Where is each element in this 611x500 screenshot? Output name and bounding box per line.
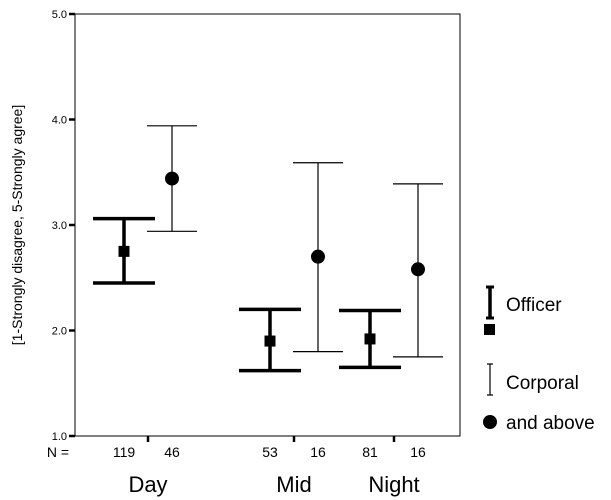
group-label: Mid — [276, 472, 311, 497]
legend-circle-marker-icon — [483, 415, 497, 429]
n-count-label: 46 — [164, 444, 180, 460]
y-tick-label: 3.0 — [52, 220, 67, 232]
n-count-label: 53 — [262, 444, 278, 460]
legend-officer-label: Officer — [506, 295, 562, 316]
error-bars — [93, 125, 443, 442]
mean-circle-marker — [165, 171, 179, 186]
group-labels: Day Mid Night — [128, 472, 419, 497]
group-label: Day — [128, 472, 167, 497]
y-tick-label: 4.0 — [52, 115, 67, 127]
n-count-label: 81 — [362, 444, 378, 460]
n-prefix-label: N = — [47, 444, 69, 460]
y-axis-label: [1-Strongly disagree, 5-Strongly agree] — [9, 105, 25, 345]
plot-frame — [74, 13, 461, 437]
legend-corporal-label: Corporal — [506, 373, 579, 394]
y-tick-label: 1.0 — [52, 431, 67, 443]
n-count-label: 16 — [310, 444, 326, 460]
n-counts: 119 53 81 46 16 16 — [113, 444, 426, 460]
legend-square-marker-icon — [484, 324, 495, 335]
legend-and-above-label: and above — [506, 413, 595, 434]
y-axis-ticks: 1.0 2.0 3.0 4.0 5.0 — [52, 9, 75, 443]
mean-square-marker — [364, 333, 376, 345]
mean-square-marker — [264, 335, 276, 347]
n-count-label: 119 — [113, 444, 136, 460]
mean-circle-marker — [411, 262, 425, 277]
y-tick-label: 2.0 — [52, 326, 67, 338]
group-label: Night — [368, 472, 419, 497]
y-tick-label: 5.0 — [52, 9, 67, 21]
mean-square-marker — [118, 245, 130, 257]
n-count-label: 16 — [410, 444, 426, 460]
legend: Officer Corporal and above — [483, 285, 595, 434]
mean-circle-marker — [311, 249, 325, 264]
